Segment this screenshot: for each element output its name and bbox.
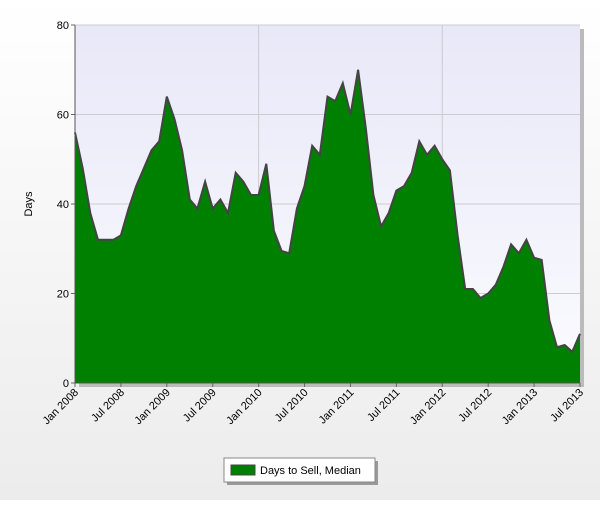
x-tick-label: Jul 2010 xyxy=(273,387,311,425)
x-tick-label: Jul 2013 xyxy=(548,387,586,425)
legend-swatch xyxy=(230,464,256,476)
y-axis-label: Days xyxy=(23,191,35,217)
legend: Days to Sell, Median xyxy=(223,457,378,485)
x-tick-label: Jan 2008 xyxy=(41,387,81,427)
x-tick-label: Jan 2010 xyxy=(224,387,264,427)
y-tick-label: 0 xyxy=(63,378,69,390)
x-tick-label: Jan 2013 xyxy=(500,387,540,427)
x-tick-label: Jul 2012 xyxy=(456,387,494,425)
x-tick-label: Jul 2011 xyxy=(365,387,402,424)
x-tick-label: Jan 2011 xyxy=(317,387,357,427)
x-tick-label: Jan 2012 xyxy=(408,387,448,427)
x-tick-label: Jul 2008 xyxy=(89,387,127,425)
y-tick-label: 40 xyxy=(57,199,69,211)
y-tick-label: 20 xyxy=(57,289,69,301)
legend-box xyxy=(223,457,376,483)
legend-label: Days to Sell, Median xyxy=(260,465,361,477)
x-tick-label: Jul 2009 xyxy=(181,387,219,425)
y-tick-label: 60 xyxy=(57,110,69,122)
area xyxy=(75,69,580,384)
y-tick-label: 80 xyxy=(57,20,69,32)
x-tick-label: Jan 2009 xyxy=(132,387,172,427)
area-line xyxy=(74,69,581,354)
